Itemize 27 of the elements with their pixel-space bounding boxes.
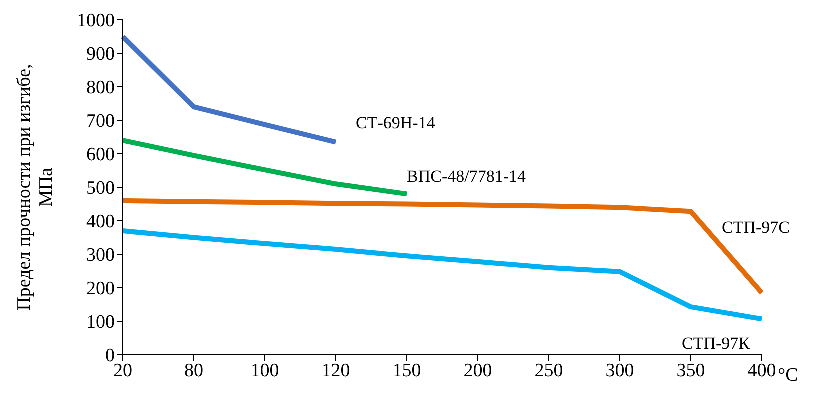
x-tick-label: 200 (464, 360, 492, 382)
x-tick-label: 80 (184, 360, 204, 382)
x-axis-title: °C (778, 365, 798, 386)
series-label: СТП-97К (682, 334, 751, 354)
y-tick-label: 200 (86, 278, 115, 300)
x-tick-label: 100 (250, 360, 280, 382)
x-tick-label: 350 (676, 360, 706, 382)
y-tick-label: 300 (86, 245, 115, 266)
y-tick-label: 100 (86, 312, 115, 334)
y-tick-label: 900 (86, 44, 115, 66)
x-tick-label: 150 (392, 360, 422, 382)
x-tick-label: 20 (114, 360, 132, 382)
x-tick-label: 120 (322, 360, 350, 382)
series-label: СТП-97С (722, 218, 790, 238)
y-tick-label: 600 (86, 144, 115, 166)
y-tick-label: 1000 (77, 10, 115, 32)
x-tick-label: 300 (606, 360, 634, 382)
series-label: ВПС-48/7781-14 (407, 167, 526, 186)
y-tick-label: 700 (86, 111, 115, 132)
x-tick-label: 400 (748, 360, 776, 382)
y-tick-label: 800 (86, 78, 115, 99)
x-tick-label: 250 (534, 360, 564, 382)
y-axis-title: Предел прочности при изгибе, МПа (14, 64, 57, 311)
y-tick-label: 500 (86, 178, 115, 200)
y-tick-label: 0 (106, 346, 115, 367)
series-label: СТ-69Н-14 (356, 113, 436, 132)
y-tick-label: 400 (86, 212, 115, 233)
